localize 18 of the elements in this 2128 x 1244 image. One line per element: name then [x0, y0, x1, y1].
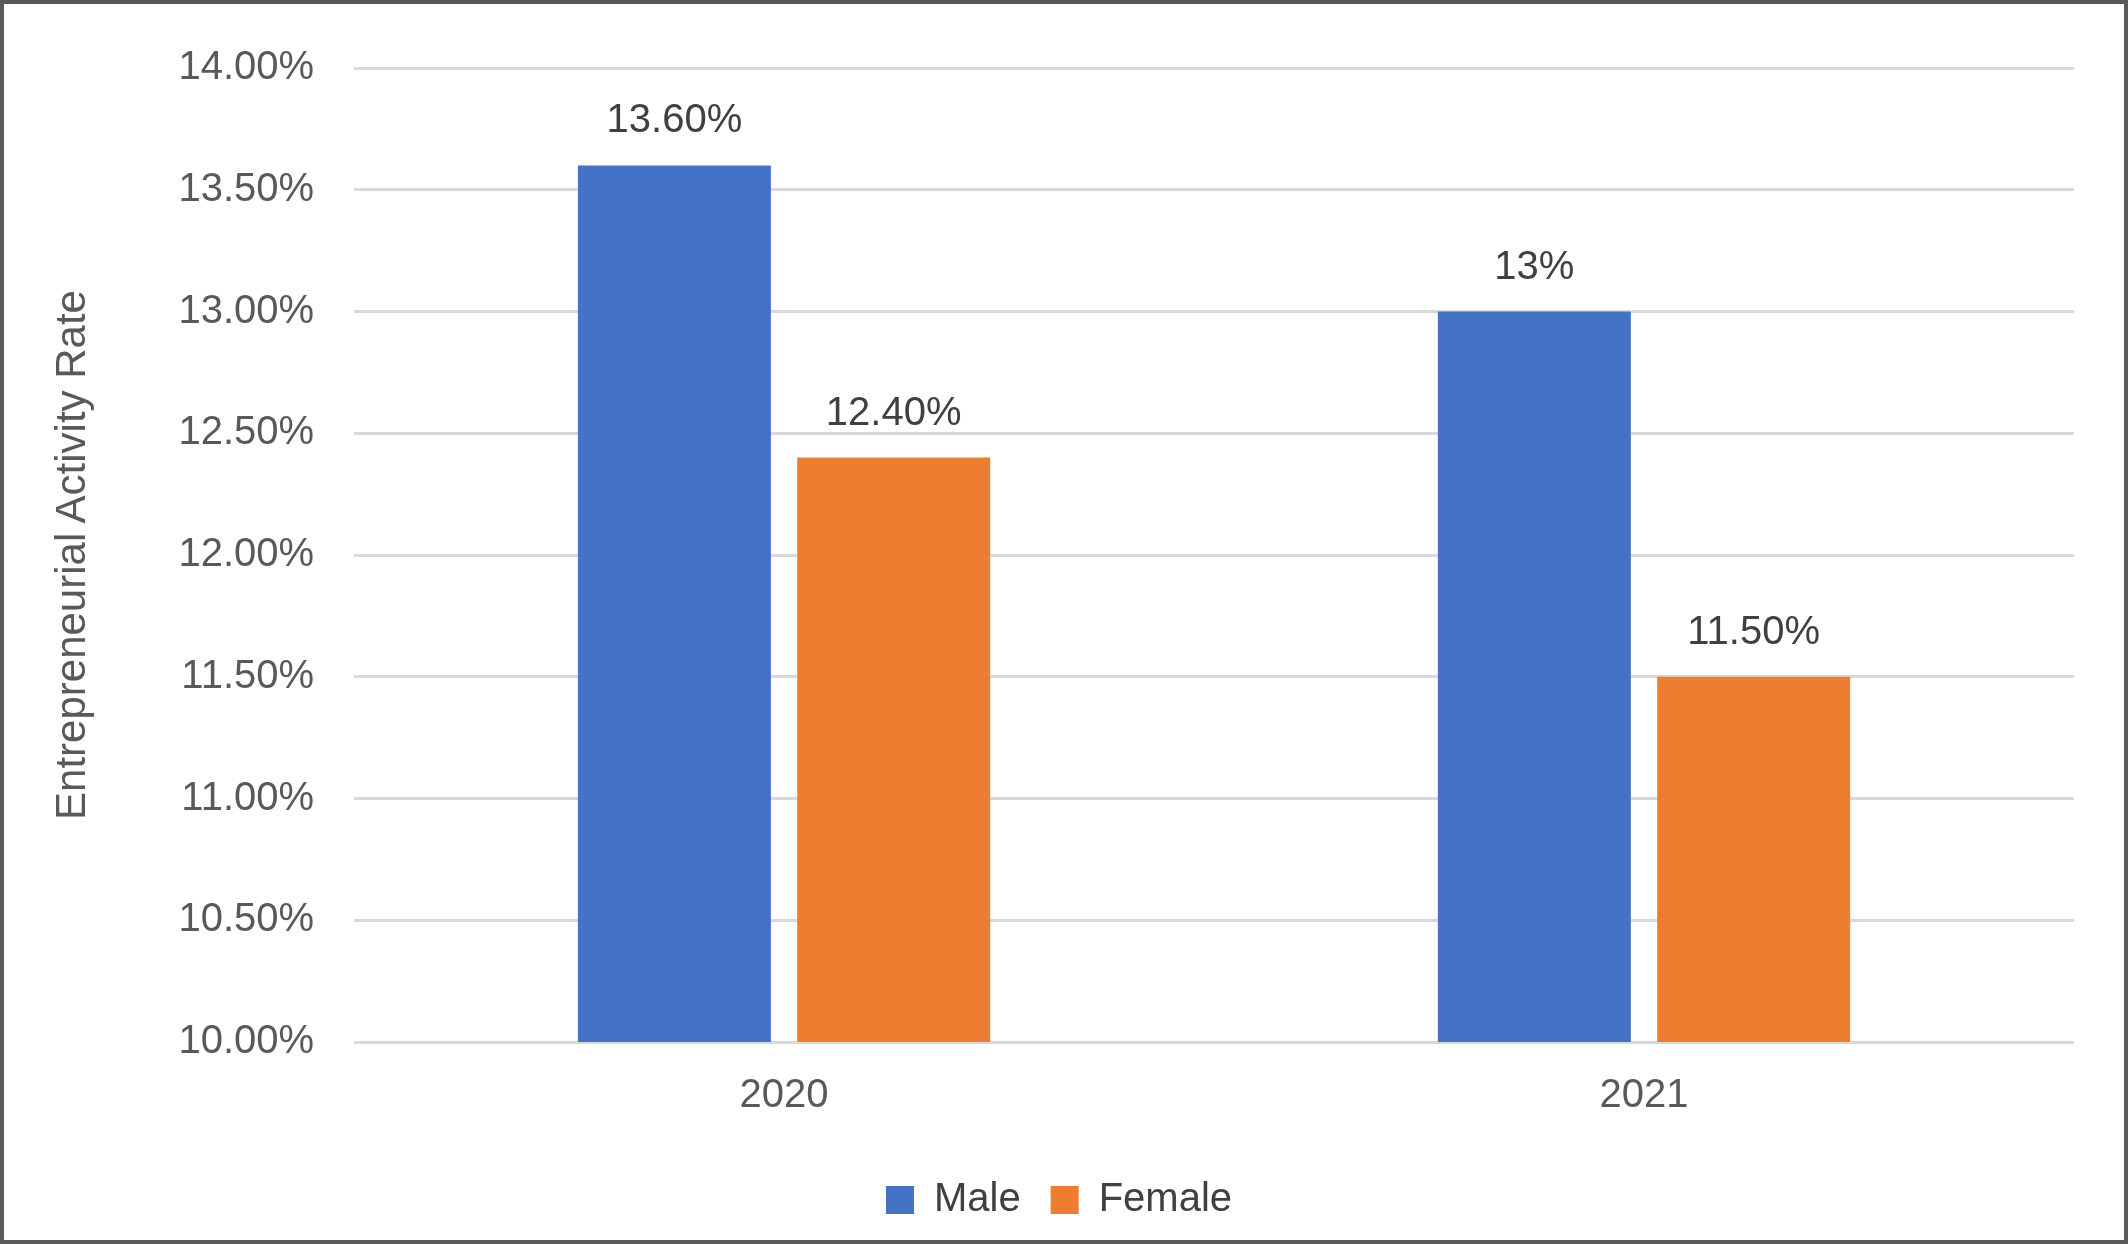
y-tick-label: 13.50% — [178, 164, 315, 209]
y-tick-label: 10.00% — [178, 1017, 315, 1062]
y-tick-label: 12.00% — [178, 530, 315, 575]
y-tick-label: 14.00% — [178, 43, 315, 88]
y-tick-label: 11.50% — [181, 651, 315, 696]
y-tick-label: 12.50% — [178, 408, 315, 453]
data-label: 13% — [1494, 242, 1575, 287]
y-axis-title: Entrepreneurial Activity Rate — [46, 290, 94, 820]
legend-label: Male — [933, 1175, 1021, 1220]
legend-label: Female — [1098, 1175, 1233, 1220]
x-tick-label: 2020 — [739, 1071, 829, 1116]
y-tick-label: 13.00% — [178, 286, 315, 331]
data-label: 13.60% — [606, 96, 743, 141]
data-label: 11.50% — [1687, 607, 1821, 652]
x-tick-label: 2021 — [1599, 1071, 1689, 1116]
y-tick-label: 11.00% — [181, 773, 315, 818]
y-tick-label: 10.50% — [178, 895, 315, 940]
data-label: 12.40% — [825, 388, 962, 433]
